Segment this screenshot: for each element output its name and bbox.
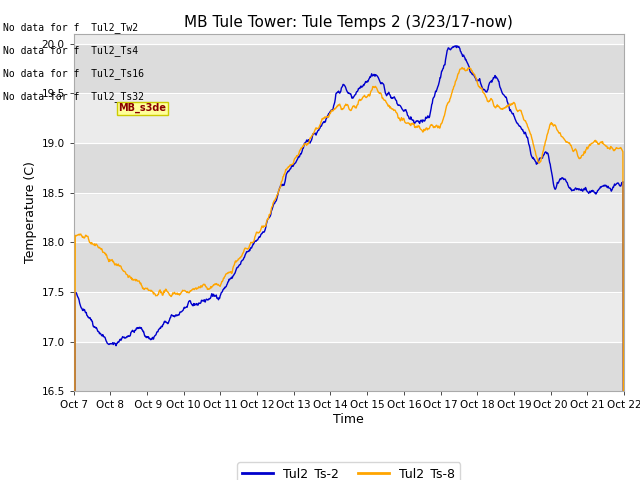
Text: MB_s3de: MB_s3de <box>118 103 166 113</box>
Bar <box>74 192 624 242</box>
Bar <box>74 93 624 143</box>
Text: No data for f  Tul2_Ts16: No data for f Tul2_Ts16 <box>3 68 144 79</box>
Bar <box>74 0 624 44</box>
Bar <box>74 342 624 391</box>
Title: MB Tule Tower: Tule Temps 2 (3/23/17-now): MB Tule Tower: Tule Temps 2 (3/23/17-now… <box>184 15 513 30</box>
Bar <box>74 292 624 342</box>
Bar <box>74 44 624 93</box>
Text: No data for f  Tul2_Tw2: No data for f Tul2_Tw2 <box>3 22 138 33</box>
Y-axis label: Temperature (C): Temperature (C) <box>24 161 37 264</box>
Text: No data for f  Tul2_Ts4: No data for f Tul2_Ts4 <box>3 45 138 56</box>
X-axis label: Time: Time <box>333 413 364 426</box>
Bar <box>74 242 624 292</box>
Bar <box>74 143 624 192</box>
Text: No data for f  Tul2_Ts32: No data for f Tul2_Ts32 <box>3 91 144 102</box>
Legend: Tul2_Ts-2, Tul2_Ts-8: Tul2_Ts-2, Tul2_Ts-8 <box>237 462 460 480</box>
